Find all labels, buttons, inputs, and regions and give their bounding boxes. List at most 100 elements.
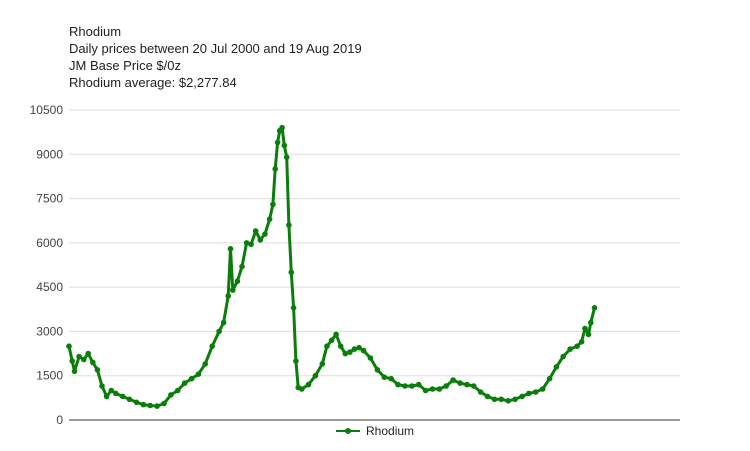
y-tick-label: 9000 <box>36 147 63 161</box>
y-tick-label: 7500 <box>36 192 63 206</box>
data-point <box>381 374 388 381</box>
data-point <box>174 387 181 394</box>
data-point <box>112 390 119 397</box>
data-point <box>252 228 259 234</box>
data-point <box>126 396 133 403</box>
data-point <box>374 367 381 373</box>
data-point <box>94 367 101 373</box>
legend[interactable]: Rhodium <box>336 424 414 438</box>
data-point <box>243 240 250 246</box>
data-point <box>90 359 96 366</box>
data-point <box>457 380 463 386</box>
data-point <box>367 355 374 361</box>
data-point <box>225 293 231 299</box>
data-point <box>422 387 429 394</box>
y-tick-label: 0 <box>56 413 63 427</box>
data-point <box>216 328 222 335</box>
data-point <box>567 346 573 352</box>
data-point <box>195 371 202 378</box>
data-point <box>262 231 268 237</box>
data-point <box>402 383 408 389</box>
data-point <box>248 241 254 248</box>
data-point <box>588 319 594 326</box>
data-point <box>505 398 512 404</box>
data-point <box>512 396 518 403</box>
chart-price-basis: JM Base Price $/0z <box>69 58 181 73</box>
data-point <box>443 383 450 389</box>
chart-header: Rhodium Daily prices between 20 Jul 2000… <box>69 23 362 91</box>
data-point <box>388 375 395 382</box>
data-point <box>270 201 276 208</box>
data-point <box>526 390 532 397</box>
gridlines <box>69 109 680 377</box>
data-point <box>76 353 82 360</box>
data-point <box>281 142 288 149</box>
data-point <box>103 393 110 400</box>
data-point <box>470 383 477 389</box>
data-point <box>574 343 580 350</box>
data-point <box>546 375 553 382</box>
data-point <box>484 393 491 400</box>
chart-title: Rhodium <box>69 24 122 39</box>
data-point <box>220 319 227 326</box>
data-point <box>305 381 312 388</box>
y-axis-ticks: 0 1500 3000 4500 6000 7500 9000 10500 <box>30 103 64 427</box>
data-point <box>69 358 75 364</box>
data-point <box>71 368 78 375</box>
data-point <box>161 400 167 407</box>
data-point <box>333 331 339 338</box>
data-point <box>119 393 126 400</box>
data-point <box>168 392 174 398</box>
data-point <box>140 401 147 408</box>
data-point <box>328 337 335 344</box>
data-point <box>257 237 264 243</box>
data-point <box>464 381 470 388</box>
data-point <box>312 372 319 379</box>
legend-label-rhodium[interactable]: Rhodium <box>366 424 414 438</box>
data-point <box>450 377 456 383</box>
data-point <box>591 305 598 311</box>
data-point <box>147 402 153 409</box>
legend-swatch-marker <box>345 428 351 434</box>
data-point <box>539 386 546 392</box>
data-point <box>286 222 292 228</box>
data-point <box>319 361 326 367</box>
data-point <box>283 154 290 160</box>
data-point <box>519 393 525 400</box>
data-point <box>272 166 279 172</box>
data-point <box>293 358 299 364</box>
data-point <box>553 364 560 370</box>
data-point <box>351 346 358 352</box>
data-point <box>560 353 566 360</box>
data-point <box>239 263 245 270</box>
series-rhodium <box>66 124 598 409</box>
data-point <box>188 375 195 382</box>
data-point <box>491 396 498 403</box>
data-point <box>342 350 349 357</box>
data-point <box>299 386 305 392</box>
data-point <box>429 386 436 392</box>
data-point <box>209 343 215 350</box>
data-point <box>498 396 505 403</box>
data-point <box>395 381 401 388</box>
data-point <box>227 246 234 252</box>
data-point <box>274 139 281 146</box>
data-point <box>66 343 72 350</box>
data-point <box>288 269 295 276</box>
data-point <box>266 216 273 222</box>
data-point <box>181 380 188 386</box>
chart-average: Rhodium average: $2,277.84 <box>69 75 237 90</box>
data-point <box>337 343 344 350</box>
data-point <box>81 356 87 363</box>
data-point <box>230 287 236 293</box>
data-point <box>234 278 241 285</box>
data-point <box>99 383 105 389</box>
data-point <box>477 389 484 395</box>
data-point <box>347 349 353 355</box>
chart-subtitle: Daily prices between 20 Jul 2000 and 19 … <box>69 41 362 56</box>
data-point <box>409 383 415 389</box>
y-tick-label: 6000 <box>36 236 63 250</box>
y-tick-label: 3000 <box>36 324 63 338</box>
